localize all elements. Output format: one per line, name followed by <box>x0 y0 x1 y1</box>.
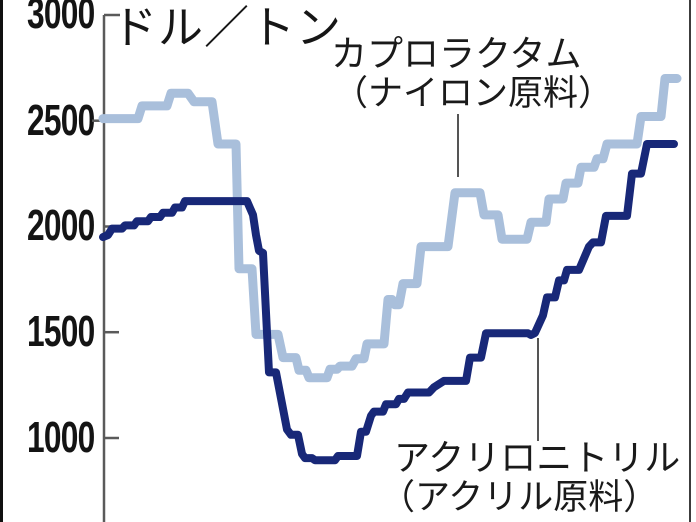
acrylonitrile-label-name: アクリロニトリル <box>394 437 681 478</box>
y-tick-label-2500: 2500 <box>26 96 95 145</box>
series-line-acrylonitrile <box>99 140 678 465</box>
caprolactam-label: カプロラクタム （ナイロン原料） <box>331 34 613 114</box>
acrylonitrile-label: アクリロニトリル （アクリル原料） <box>380 437 681 518</box>
caprolactam-label-subtitle: （ナイロン原料） <box>333 74 614 113</box>
series-lines <box>98 74 682 465</box>
y-tick-label-1000: 1000 <box>26 413 95 462</box>
left-border <box>0 0 3 522</box>
y-tick-label-2000: 2000 <box>26 201 95 250</box>
y-tick-label-1500: 1500 <box>26 307 95 356</box>
y-tick-label-3000: 3000 <box>26 0 95 38</box>
caprolactam-label-name: カプロラクタム <box>331 33 582 74</box>
series-line-caprolactam <box>98 74 682 383</box>
right-border <box>689 0 691 522</box>
acrylonitrile-label-subtitle: （アクリル原料） <box>380 478 659 517</box>
axis-unit-label: ドル／トン <box>112 2 343 53</box>
